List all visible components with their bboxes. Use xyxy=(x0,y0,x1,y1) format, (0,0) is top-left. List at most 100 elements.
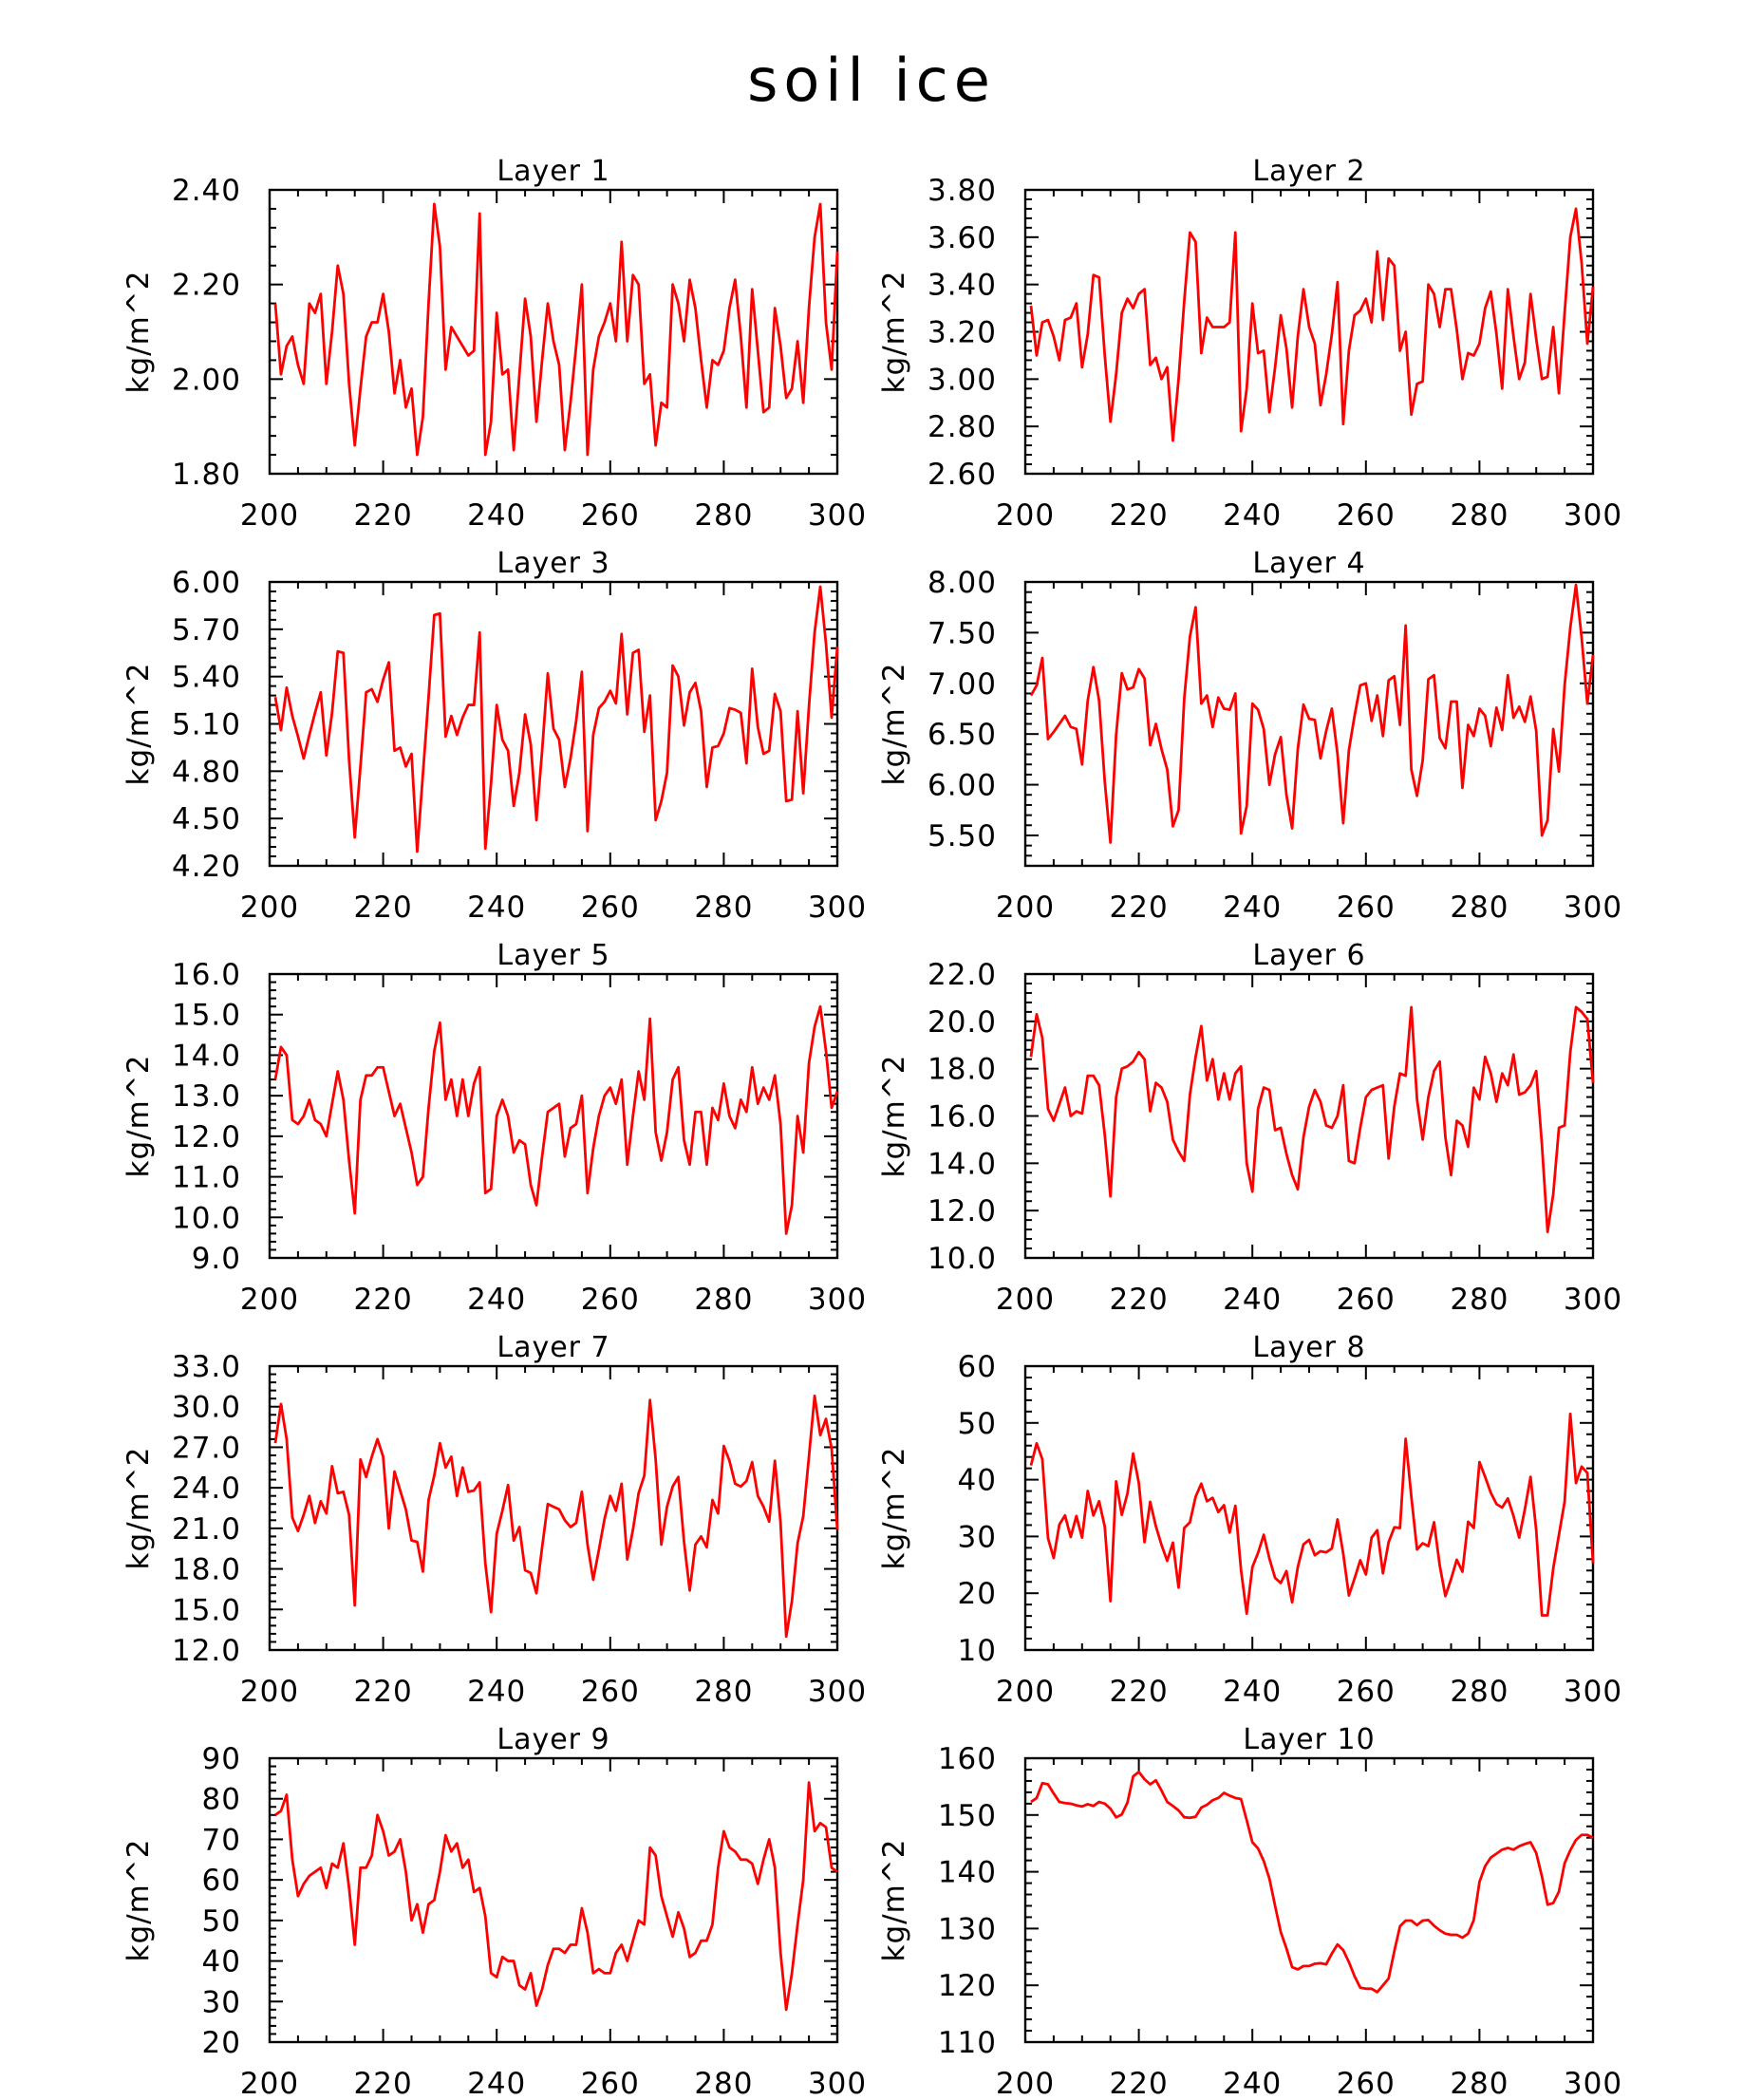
series-line xyxy=(273,1394,839,1639)
y-tick-label: 3.20 xyxy=(928,316,997,350)
y-tick-label: 2.20 xyxy=(172,269,241,303)
x-tick-label: 200 xyxy=(996,1283,1055,1317)
y-tick-label: 150 xyxy=(938,1799,997,1833)
x-tick-label: 220 xyxy=(1110,498,1169,533)
y-tick-label: 70 xyxy=(202,1823,241,1857)
panel-title: Layer 1 xyxy=(497,155,609,188)
y-tick-label: 20 xyxy=(958,1577,997,1611)
y-tick-label: 10.0 xyxy=(172,1201,241,1235)
x-tick-label: 300 xyxy=(808,498,867,533)
x-tick-label: 200 xyxy=(996,2067,1055,2100)
x-tick-label: 240 xyxy=(1223,498,1282,533)
y-tick-label: 6.00 xyxy=(172,566,241,600)
y-tick-label: 140 xyxy=(938,1856,997,1890)
panel-title: Layer 6 xyxy=(1252,939,1365,972)
panel-title: Layer 4 xyxy=(1252,547,1365,580)
panel-layer-10: 200 220 240 260 280 300 110 120 130 140 150 160 Laye… xyxy=(877,1723,1621,2100)
panel-title: Layer 3 xyxy=(497,547,609,580)
x-tick-label: 300 xyxy=(808,1283,867,1317)
panel-title: Layer 2 xyxy=(1252,155,1365,188)
y-axis-label: kg/m^2 xyxy=(122,1839,156,1962)
y-axis-label: kg/m^2 xyxy=(122,663,156,786)
x-tick-label: 200 xyxy=(996,498,1055,533)
x-tick-label: 200 xyxy=(240,498,299,533)
panel-layer-6: 200 220 240 260 280 300 10.0 12.0 14.0 16.0 18.0 20… xyxy=(877,939,1621,1317)
plot-frame xyxy=(268,972,839,1260)
x-tick-label: 260 xyxy=(581,2067,640,2100)
y-tick-label: 5.50 xyxy=(928,819,997,853)
y-tick-label: 30 xyxy=(958,1520,997,1554)
y-tick-label: 4.20 xyxy=(172,850,241,884)
y-tick-label: 40 xyxy=(202,1945,241,1979)
x-tick-label: 280 xyxy=(694,498,753,533)
y-tick-label: 110 xyxy=(938,2026,997,2060)
x-tick-label: 240 xyxy=(467,498,526,533)
x-tick-label: 260 xyxy=(581,1675,640,1709)
y-tick-label: 4.50 xyxy=(172,802,241,836)
y-tick-label: 33.0 xyxy=(172,1350,241,1384)
x-tick-label: 280 xyxy=(1450,2067,1509,2100)
x-tick-label: 260 xyxy=(1337,2067,1396,2100)
y-tick-label: 8.00 xyxy=(928,566,997,600)
y-axis-label: kg/m^2 xyxy=(877,1055,911,1178)
x-tick-label: 220 xyxy=(1110,891,1169,925)
y-tick-label: 5.70 xyxy=(172,613,241,647)
panel-layer-3: 200 220 240 260 280 300 4.20 4.50 4.80 5.10 5.40 5.… xyxy=(122,547,867,925)
series-line xyxy=(1029,207,1595,442)
y-tick-label: 160 xyxy=(938,1742,997,1776)
x-tick-label: 300 xyxy=(808,891,867,925)
y-tick-label: 12.0 xyxy=(172,1634,241,1668)
y-tick-label: 21.0 xyxy=(172,1512,241,1547)
y-tick-label: 14.0 xyxy=(172,1039,241,1073)
y-tick-label: 15.0 xyxy=(172,1593,241,1627)
x-tick-label: 220 xyxy=(354,891,413,925)
x-tick-label: 280 xyxy=(1450,498,1509,533)
x-tick-label: 280 xyxy=(1450,891,1509,925)
y-axis-label: kg/m^2 xyxy=(122,1055,156,1178)
x-tick-label: 240 xyxy=(467,1283,526,1317)
x-tick-label: 260 xyxy=(1337,1283,1396,1317)
y-axis-label: kg/m^2 xyxy=(877,1447,911,1570)
y-tick-label: 3.60 xyxy=(928,221,997,255)
x-tick-label: 260 xyxy=(1337,891,1396,925)
panel-layer-1: 200 220 240 260 280 300 1.80 2.00 2.20 2.40 Layer … xyxy=(122,155,867,533)
y-tick-label: 4.80 xyxy=(172,755,241,789)
x-tick-label: 300 xyxy=(1564,891,1622,925)
plot-frame xyxy=(268,1756,839,2044)
x-tick-label: 280 xyxy=(694,2067,753,2100)
y-tick-label: 90 xyxy=(202,1742,241,1776)
x-tick-label: 200 xyxy=(996,1675,1055,1709)
series-line xyxy=(1029,1005,1595,1233)
y-tick-label: 130 xyxy=(938,1912,997,1946)
y-tick-label: 2.60 xyxy=(928,458,997,492)
panel-title: Layer 8 xyxy=(1252,1331,1365,1364)
y-tick-label: 24.0 xyxy=(172,1472,241,1506)
y-tick-label: 6.50 xyxy=(928,718,997,752)
y-tick-label: 18.0 xyxy=(172,1553,241,1587)
y-tick-label: 16.0 xyxy=(172,958,241,992)
y-tick-label: 3.80 xyxy=(928,174,997,208)
y-tick-label: 30.0 xyxy=(172,1391,241,1425)
x-tick-label: 220 xyxy=(1110,1675,1169,1709)
panel-layer-7: 200 220 240 260 280 300 12.0 15.0 18.0 21.0 24.0 27… xyxy=(122,1331,866,1709)
x-tick-label: 240 xyxy=(467,891,526,925)
x-tick-label: 200 xyxy=(240,891,299,925)
y-tick-label: 11.0 xyxy=(172,1161,241,1195)
y-tick-label: 10.0 xyxy=(928,1242,997,1276)
panel-title: Layer 9 xyxy=(497,1723,609,1756)
y-axis-label: kg/m^2 xyxy=(877,271,911,394)
x-tick-label: 280 xyxy=(694,1283,753,1317)
y-tick-label: 1.80 xyxy=(172,458,241,492)
x-tick-label: 280 xyxy=(694,891,753,925)
x-tick-label: 240 xyxy=(1223,2067,1282,2100)
x-tick-label: 300 xyxy=(1564,1675,1622,1709)
x-tick-label: 240 xyxy=(1223,891,1282,925)
y-tick-label: 20.0 xyxy=(928,1005,997,1040)
x-tick-label: 240 xyxy=(467,2067,526,2100)
plot-frame xyxy=(1023,1756,1595,2044)
panel-layer-4: 200 220 240 260 280 300 5.50 6.00 6.50 7.00 7.50 8.… xyxy=(877,547,1622,925)
panel-layer-2: 200 220 240 260 280 300 2.60 2.80 3.00 3.20 3.40 3.… xyxy=(877,155,1621,533)
y-tick-label: 6.00 xyxy=(928,769,997,803)
series-line xyxy=(1029,1412,1595,1617)
y-tick-label: 5.10 xyxy=(172,708,241,742)
